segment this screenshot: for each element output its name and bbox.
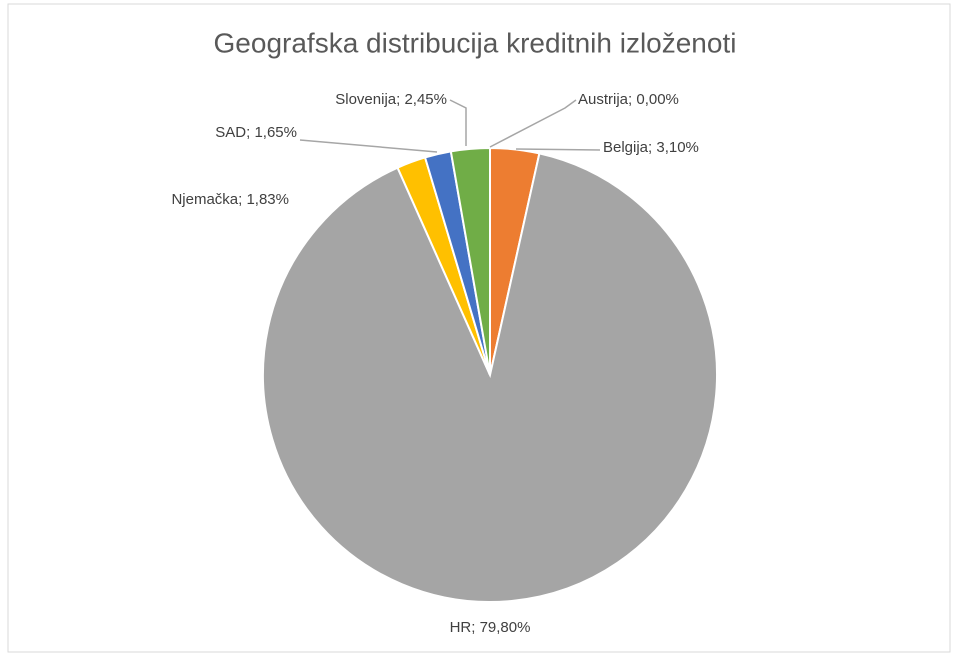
leader-line [489, 99, 577, 148]
pie-slice [449, 146, 491, 376]
leader-line [299, 139, 438, 153]
data-label: Njemačka; 1,83% [171, 191, 289, 208]
data-label: Belgija; 3,10% [603, 139, 699, 156]
data-label: Slovenija; 2,45% [335, 91, 447, 108]
leader-line [515, 148, 601, 151]
data-label: HR; 79,80% [450, 619, 531, 636]
leader-line [449, 99, 467, 146]
pie-slice [261, 152, 718, 603]
data-label: SAD; 1,65% [215, 124, 297, 141]
data-label: Austrija; 0,00% [578, 91, 679, 108]
chart-title: Geografska distribucija kreditnih izlože… [214, 27, 737, 58]
